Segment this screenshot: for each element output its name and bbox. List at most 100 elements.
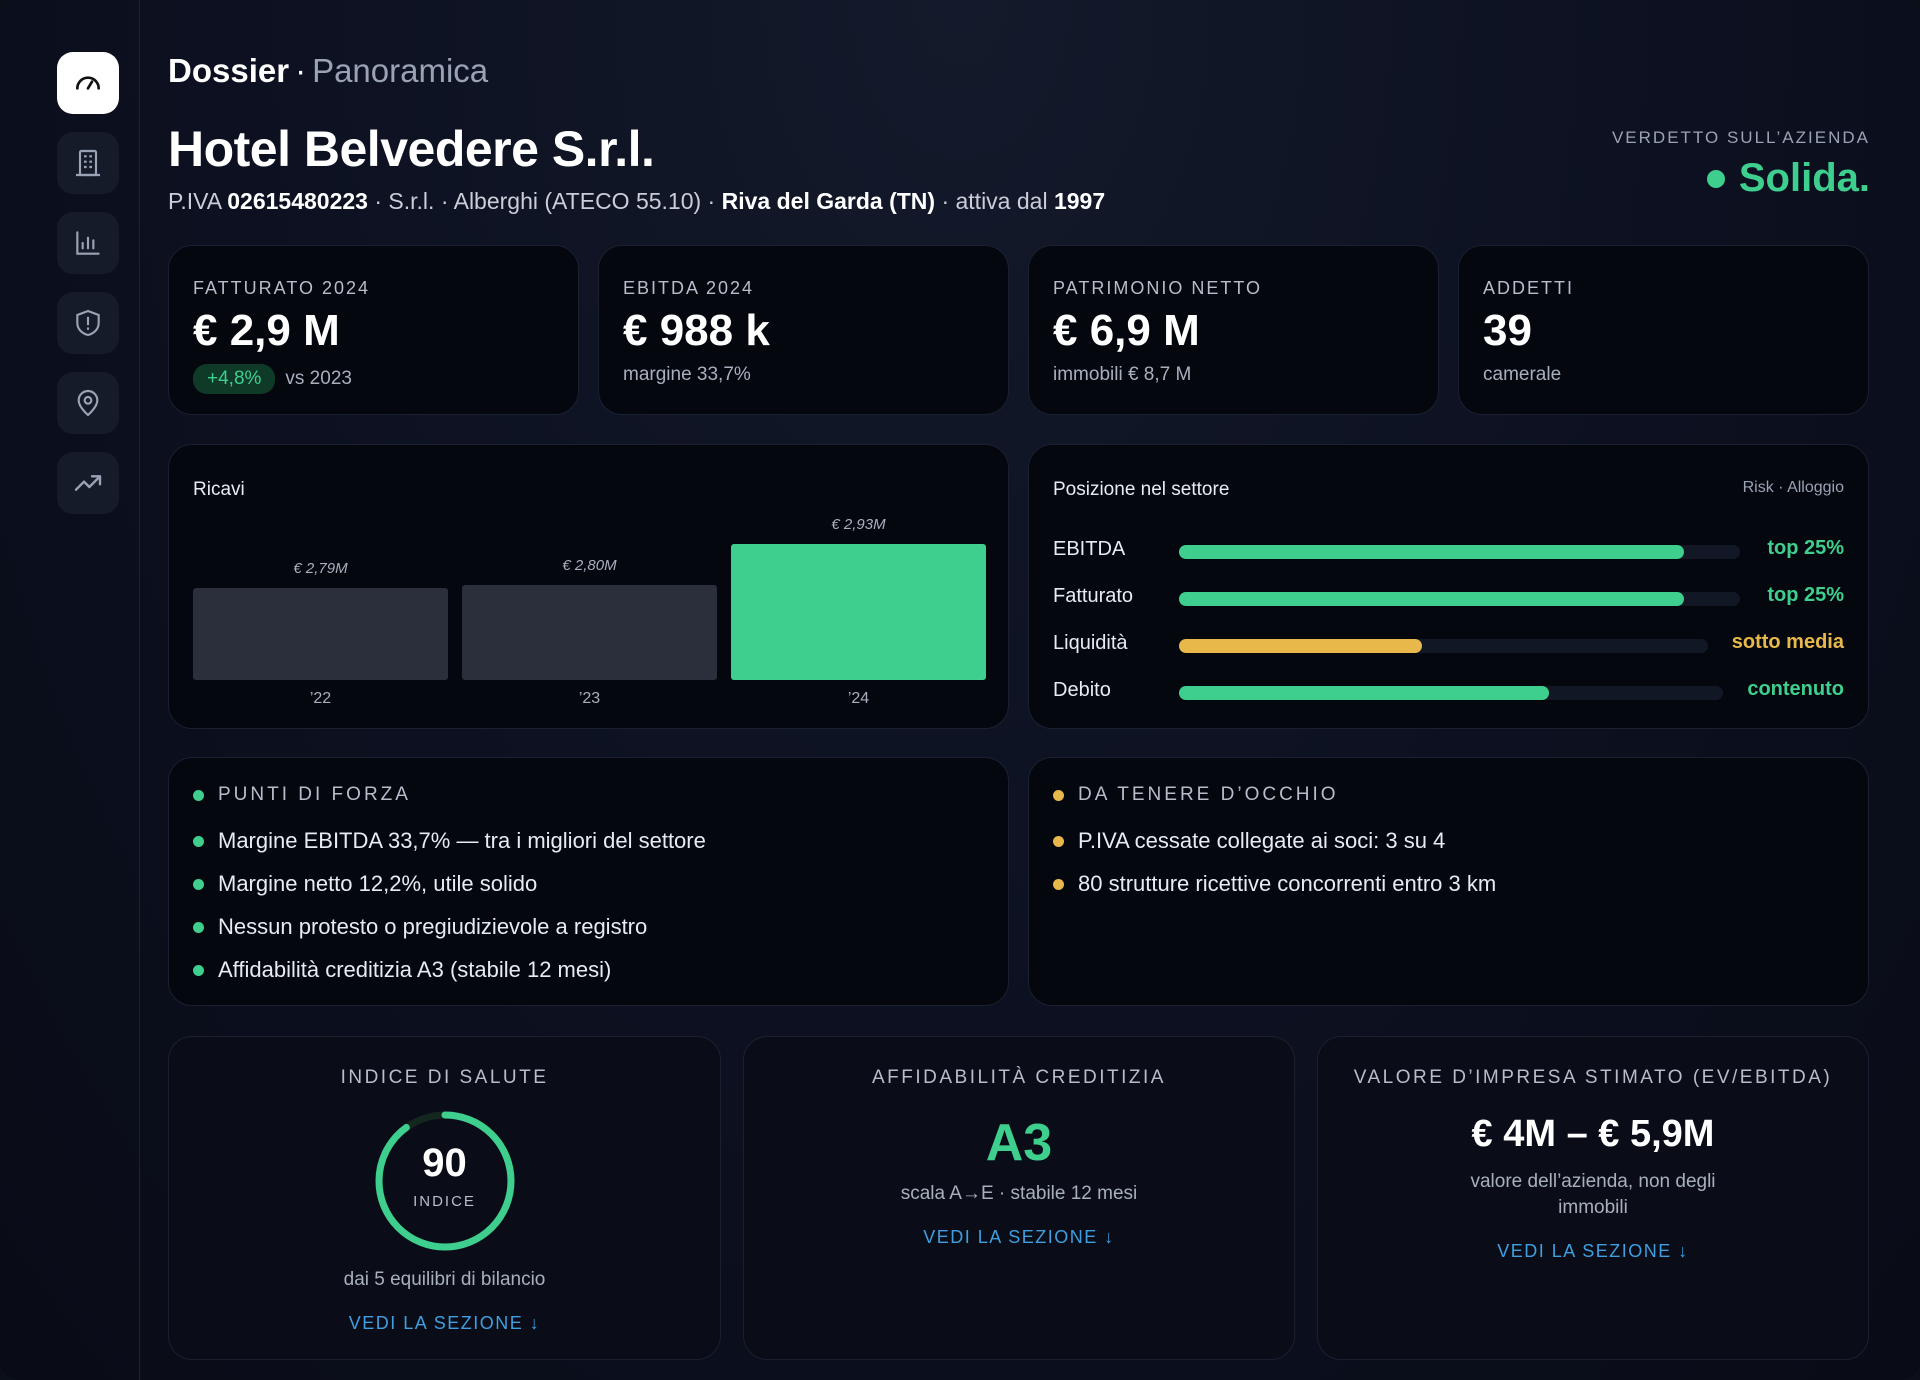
list-item: P.IVA cessate collegate ai soci: 3 su 4 [1053,828,1445,854]
nav-location-button[interactable] [57,372,119,434]
list-item: 80 strutture ricettive concorrenti entro… [1053,871,1496,897]
nav-company-button[interactable] [57,132,119,194]
nav-overview-button[interactable] [57,52,119,114]
position-row: Debito contenuto [1053,676,1844,706]
list-item: Margine EBITDA 33,7% — tra i migliori de… [193,828,706,854]
credit-section-link[interactable]: VEDI LA SEZIONE ↓ [923,1227,1115,1247]
breadcrumb-separator: · [295,52,307,89]
list-item-text: P.IVA cessate collegate ai soci: 3 su 4 [1078,828,1446,853]
piva-label: P.IVA [168,188,221,214]
kpi-card-employees: ADDETTI 39 camerale [1458,245,1869,415]
position-status: contenuto [1747,678,1844,700]
health-index-card: INDICE DI SALUTE 90 INDICE dai 5 equilib… [168,1036,721,1360]
watch-title-text: DA TENERE D’OCCHIO [1078,784,1339,805]
watch-card: DA TENERE D’OCCHIO P.IVA cessate collega… [1028,757,1869,1006]
health-score: 90 [422,1141,467,1185]
chart-title: Ricavi [193,479,245,500]
gauge-arc [375,1111,515,1251]
kpi-sub-text: camerale [1483,364,1562,385]
kpi-value: € 2,9 M [193,306,340,355]
growth-badge: +4,8% [193,364,276,394]
nav-trends-button[interactable] [57,452,119,514]
since-label: · attiva dal [941,188,1048,214]
sidebar [0,0,140,1380]
list-item-text: Affidabilità creditizia A3 (stabile 12 m… [218,957,612,982]
amber-dot-icon [1053,835,1064,847]
position-metric: Fatturato [1053,585,1134,607]
watch-title: DA TENERE D’OCCHIO [1053,784,1339,806]
position-status: sotto media [1731,631,1844,653]
kpi-label: ADDETTI [1483,278,1575,298]
list-item-text: Margine EBITDA 33,7% — tra i migliori de… [218,828,706,853]
list-item-text: Nessun protesto o pregiudizievole a regi… [218,914,648,939]
revenue-chart-card: Ricavi € 2,79M ’22 € 2,80M ’23 € 2,93M ’24 [168,444,1009,729]
position-title: Posizione nel settore [1053,479,1230,500]
bar-data-label: € 2,93M [831,516,886,533]
position-row: EBITDA top 25% [1053,535,1844,565]
position-fill [1179,545,1684,559]
list-item-text: 80 strutture ricettive concorrenti entro… [1078,871,1497,896]
bar-chart-icon [76,231,100,255]
nav-risk-button[interactable] [57,292,119,354]
position-track [1179,686,1723,700]
valuation-section-link[interactable]: VEDI LA SEZIONE ↓ [1497,1241,1689,1261]
breadcrumb: Dossier · Panoramica [168,52,488,90]
kpi-sub-text: immobili € 8,7 M [1053,364,1192,385]
health-section-link[interactable]: VEDI LA SEZIONE ↓ [348,1313,541,1333]
company-type-sector: · S.r.l. · Alberghi (ATECO 55.10) · [374,188,716,214]
health-gauge [375,1111,515,1251]
green-dot-icon [193,878,204,890]
health-title: INDICE DI SALUTE [340,1067,549,1088]
verdict-value: Solida. [1738,156,1870,200]
bar-category-label: ’22 [309,690,332,707]
location-pin-icon [77,389,99,417]
kpi-sub: +4,8% vs 2023 [193,364,352,394]
position-track [1179,545,1740,559]
valuation-title: VALORE D’IMPRESA STIMATO (EV/EBITDA) [1353,1067,1833,1088]
list-item: Margine netto 12,2%, utile solido [193,871,537,897]
kpi-value: 39 [1483,306,1532,355]
position-row: Liquidità sotto media [1053,629,1844,659]
green-dot-icon [193,789,204,801]
kpi-label: FATTURATO 2024 [193,278,371,298]
credit-note: scala A→E · stabile 12 mesi [900,1183,1138,1204]
position-fill [1179,686,1549,700]
bar-data-label: € 2,79M [293,560,348,577]
position-metric: Debito [1053,679,1111,701]
valuation-range: € 4M – € 5,9M [1471,1113,1715,1155]
health-score-label: INDICE [413,1193,476,1210]
green-dot-icon [193,964,204,976]
position-fill [1179,592,1684,606]
verdict-label: VERDETTO SULL’AZIENDA [1611,128,1870,147]
position-track [1179,592,1740,606]
position-track [1179,639,1708,653]
credit-grade: A3 [985,1114,1053,1172]
breadcrumb-main: Dossier [168,52,290,89]
company-meta: P.IVA 02615480223 · S.r.l. · Alberghi (A… [168,188,1105,215]
kpi-label: EBITDA 2024 [623,278,755,298]
strengths-card: PUNTI DI FORZA Margine EBITDA 33,7% — tr… [168,757,1009,1006]
position-metric: Liquidità [1053,632,1128,654]
verdict-status-dot [1706,169,1725,188]
building-icon [76,149,100,177]
list-item-text: Margine netto 12,2%, utile solido [218,871,538,896]
revenue-bar [731,544,986,680]
health-note: dai 5 equilibri di bilancio [343,1269,546,1290]
valuation-note: valore dell’azienda, non degli immobili [1470,1171,1716,1218]
kpi-label: PATRIMONIO NETTO [1053,278,1263,298]
credit-card: AFFIDABILITÀ CREDITIZIA A3 scala A→E · s… [743,1036,1295,1360]
bar-data-label: € 2,80M [562,557,617,574]
kpi-card-equity: PATRIMONIO NETTO € 6,9 M immobili € 8,7 … [1028,245,1439,415]
nav-financials-button[interactable] [57,212,119,274]
amber-dot-icon [1053,789,1064,801]
green-dot-icon [193,921,204,933]
amber-dot-icon [1053,878,1064,890]
strengths-title: PUNTI DI FORZA [193,784,411,806]
company-name: Hotel Belvedere S.r.l. [168,121,655,177]
revenue-bar [462,585,717,680]
bar-category-label: ’24 [847,690,870,707]
position-status: top 25% [1767,537,1844,559]
bar-category-label: ’23 [578,690,601,707]
credit-title: AFFIDABILITÀ CREDITIZIA [872,1067,1166,1088]
